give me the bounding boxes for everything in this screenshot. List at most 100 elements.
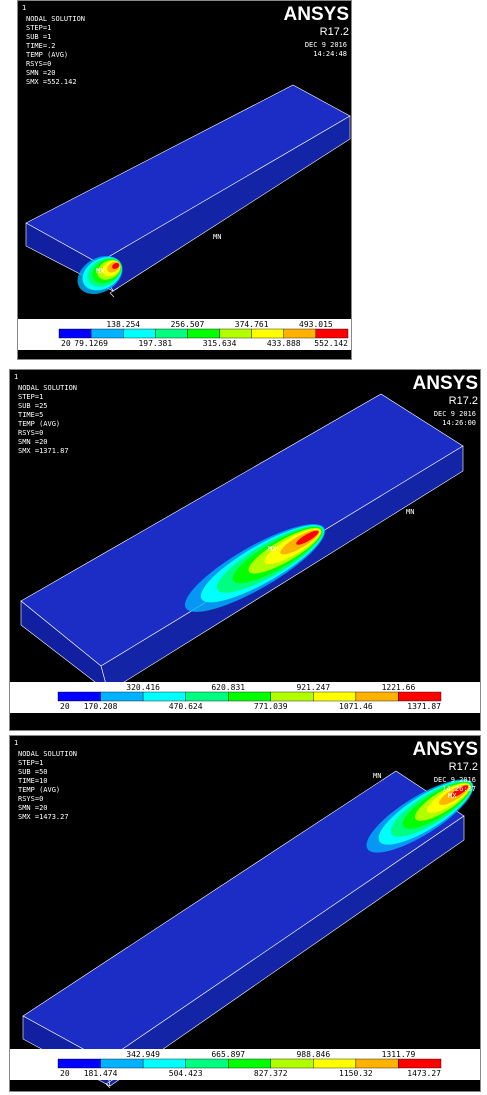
- legend-swatch: [398, 1059, 441, 1068]
- min-marker: MN: [406, 508, 414, 516]
- legend-label: 315.634: [203, 339, 237, 348]
- legend-swatch: [356, 692, 399, 701]
- min-marker: MN: [213, 233, 221, 241]
- header-line: TEMP (AVG): [18, 786, 60, 794]
- logo: ANSYS: [284, 4, 349, 25]
- legend-swatch: [252, 329, 284, 338]
- legend-label: 921.247: [296, 683, 330, 692]
- max-marker: MX: [268, 545, 277, 553]
- header-line: NODAL SOLUTION: [18, 750, 77, 758]
- legend-swatch: [220, 329, 252, 338]
- legend-swatch: [91, 329, 123, 338]
- legend-label: 256.507: [171, 320, 205, 329]
- legend-label: 1371.87: [407, 702, 441, 711]
- header-line: RSYS=0: [26, 60, 51, 68]
- slab-top: [21, 394, 463, 666]
- min-marker: MN: [373, 772, 381, 780]
- figure: 1NODAL SOLUTIONSTEP=1SUB =1TIME=.2TEMP (…: [0, 0, 487, 1095]
- legend-swatch: [143, 1059, 186, 1068]
- legend-label: 470.624: [169, 702, 203, 711]
- legend-swatch: [187, 329, 219, 338]
- version: R17.2: [320, 26, 349, 38]
- legend-label: 771.039: [254, 702, 288, 711]
- window-index: 1: [22, 4, 26, 12]
- header-line: SUB =25: [18, 402, 48, 410]
- legend-label: 79.1269: [74, 339, 108, 348]
- axis: [110, 293, 114, 297]
- legend-swatch: [356, 1059, 399, 1068]
- legend-swatch: [59, 329, 91, 338]
- legend-swatch: [58, 692, 101, 701]
- legend-swatch: [313, 692, 356, 701]
- header-line: SUB =50: [18, 768, 48, 776]
- legend-label: 988.846: [296, 1050, 330, 1059]
- version: R17.2: [449, 395, 478, 407]
- legend-label: 1311.79: [382, 1050, 416, 1059]
- legend-swatch: [143, 692, 186, 701]
- legend-label: 170.208: [84, 702, 118, 711]
- logo: ANSYS: [413, 373, 478, 394]
- header-line: TIME=5: [18, 411, 43, 419]
- header-line: SMX =1371.87: [18, 447, 69, 455]
- date: DEC 9 2016: [434, 776, 476, 784]
- legend-swatch: [155, 329, 187, 338]
- legend-label: 1473.27: [407, 1069, 441, 1078]
- legend-label: 827.372: [254, 1069, 288, 1078]
- header-line: TEMP (AVG): [18, 420, 60, 428]
- legend-label: 433.888: [267, 339, 301, 348]
- legend-label: 665.897: [211, 1050, 245, 1059]
- legend-label: 197.381: [138, 339, 172, 348]
- legend-swatch: [186, 692, 229, 701]
- header-line: SMN =20: [18, 804, 48, 812]
- legend-label: 1150.32: [339, 1069, 373, 1078]
- legend-swatch: [316, 329, 348, 338]
- header-line: SUB =1: [26, 33, 51, 41]
- header-line: NODAL SOLUTION: [18, 384, 77, 392]
- legend-label: 320.416: [126, 683, 160, 692]
- date: DEC 9 2016: [434, 410, 476, 418]
- legend-label: 552.142: [314, 339, 348, 348]
- header-line: TIME=.2: [26, 42, 56, 50]
- version: R17.2: [449, 761, 478, 773]
- window-index: 1: [14, 373, 18, 381]
- legend-label: 1071.46: [339, 702, 373, 711]
- time: 14:26:00: [442, 419, 476, 427]
- legend-label: 620.831: [211, 683, 245, 692]
- legend-swatch: [271, 1059, 314, 1068]
- legend-swatch: [186, 1059, 229, 1068]
- header-line: RSYS=0: [18, 429, 43, 437]
- legend-swatch: [123, 329, 155, 338]
- legend-swatch: [228, 1059, 271, 1068]
- header-line: RSYS=0: [18, 795, 43, 803]
- header-line: NODAL SOLUTION: [26, 15, 85, 23]
- legend-label: 342.949: [126, 1050, 160, 1059]
- window-index: 1: [14, 739, 18, 747]
- legend-label: 493.015: [299, 320, 333, 329]
- legend-swatch: [228, 692, 271, 701]
- header-line: STEP=1: [18, 393, 43, 401]
- header-line: STEP=1: [18, 759, 43, 767]
- legend-label: 1221.66: [382, 683, 416, 692]
- legend-swatch: [271, 692, 314, 701]
- header-line: SMX =1473.27: [18, 813, 69, 821]
- header-line: TIME=10: [18, 777, 48, 785]
- legend-label: 20: [60, 702, 70, 711]
- legend-label: 20: [61, 339, 71, 348]
- max-marker: MX: [448, 792, 457, 800]
- header-line: SMN =20: [18, 438, 48, 446]
- logo: ANSYS: [413, 739, 478, 760]
- legend-label: 138.254: [106, 320, 140, 329]
- max-marker: MX: [96, 267, 105, 275]
- legend-swatch: [398, 692, 441, 701]
- legend-swatch: [101, 692, 144, 701]
- header-line: SMX =552.142: [26, 78, 77, 86]
- legend-label: 20: [60, 1069, 70, 1078]
- legend-swatch: [313, 1059, 356, 1068]
- header-line: SMN =20: [26, 69, 56, 77]
